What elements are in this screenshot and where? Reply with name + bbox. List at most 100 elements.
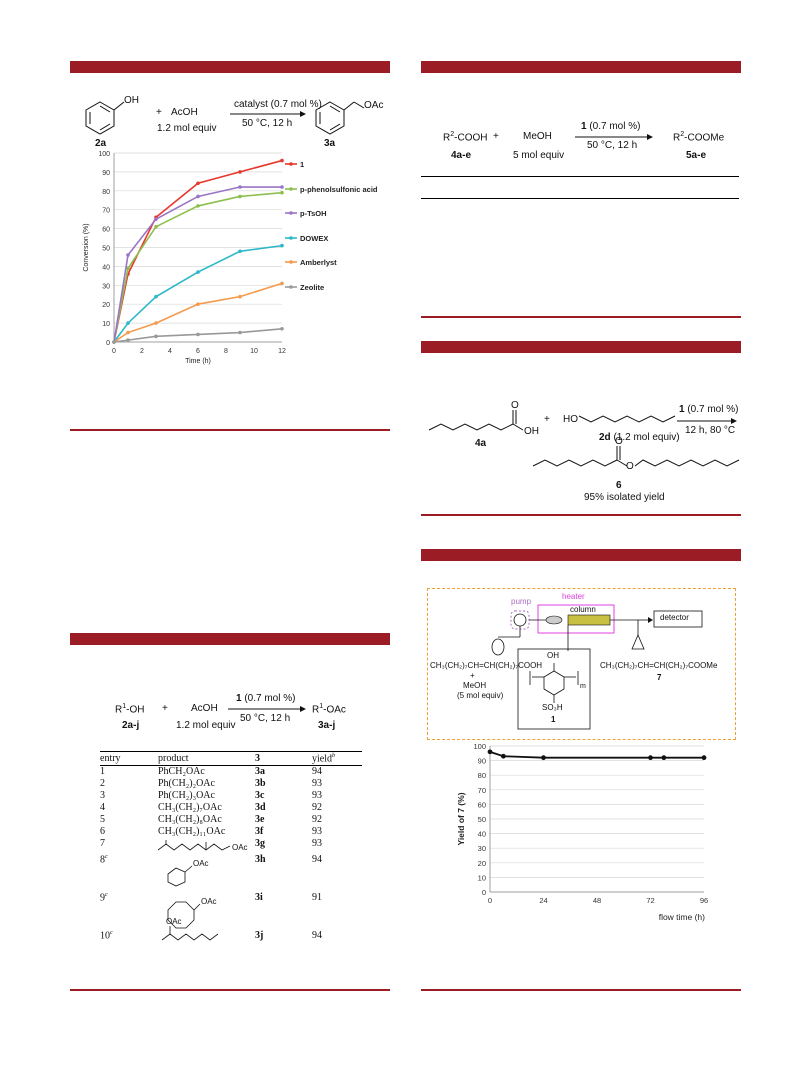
yield-cell: 93 (312, 838, 322, 850)
entry-cell: 9c (100, 892, 108, 904)
flow-yield-chart-svg: 0 10 20 30 40 50 60 70 80 90 100 0 24 48 72 96 flow time… (456, 742, 708, 922)
y-axis-title: Yield of 7 (%) (456, 792, 466, 845)
product-cell: Ph(CH₂)₃OAc (158, 790, 215, 802)
compound-cell: 3e (255, 814, 265, 826)
entry-cell: 1 (100, 766, 105, 778)
series-line (113, 327, 283, 343)
isolated-yield: 95% isolated yield (584, 492, 665, 503)
data-point (154, 294, 158, 299)
data-point (154, 224, 158, 229)
reaction-arrow-4 (677, 418, 737, 424)
oh-label: OH (124, 95, 139, 106)
x-tick-label: 72 (646, 896, 654, 905)
reaction-arrow-2 (228, 706, 306, 712)
legend-label: Amberlyst (300, 258, 337, 267)
equiv-label-3: 5 mol equiv (513, 150, 565, 161)
x-tick-label: 24 (539, 896, 547, 905)
reaction-scheme-1: OH + AcOH 1.2 mol equiv catalyst (0.7 mo… (70, 80, 390, 150)
entry-cell: 8c (100, 854, 108, 866)
table-rule-bottom (421, 198, 739, 199)
compound-cell: 3j (255, 930, 264, 942)
alcohol-label: 2d (1.2 mol equiv) (599, 432, 680, 443)
y-tick-label: 50 (478, 815, 486, 824)
data-point (238, 294, 242, 299)
benzyl-alcohol-structure (85, 101, 365, 135)
yield-cell: 94 (312, 930, 322, 942)
x-tick-label: 48 (593, 896, 601, 905)
section-rule-1 (70, 429, 390, 431)
header-compound: 3 (255, 750, 312, 767)
legend-label: p-TsOH (300, 209, 327, 218)
compound-cell: 3i (255, 892, 263, 904)
y-tick-label: 50 (102, 246, 110, 253)
table-row: 4 CH₃(CH₂)₇OAc 3d 92 (100, 802, 362, 814)
compound-cell: 3g (255, 838, 265, 850)
compound-2a-label: 2a (95, 138, 107, 149)
yield-cell: 93 (312, 790, 322, 802)
plus-sign-3: + (493, 131, 499, 142)
entry-cell: 7 (100, 838, 105, 850)
data-point (126, 253, 130, 257)
conversion-chart-svg: 0 10 20 30 40 50 60 70 80 90 100 0 2 4 6 8 10 12 Time (h) C… (83, 151, 378, 365)
pump-label: pump (511, 597, 532, 606)
conditions-4: 12 h, 80 °C (685, 425, 736, 436)
legend-marker (289, 162, 293, 166)
feed-plus: + (470, 671, 475, 680)
r1oh-label: R1-OH (115, 703, 145, 716)
table-row: 7 3g 93 (100, 838, 362, 854)
table-row: 2 Ph(CH₂)₂OAc 3b 93 (100, 778, 362, 790)
conditions-3: 50 °C, 12 h (587, 140, 638, 151)
ester-label: R2-COOMe (673, 131, 725, 144)
data-point (126, 266, 130, 271)
catalyst-m-label: m (580, 683, 586, 690)
equiv-label: 1.2 mol equiv (157, 123, 217, 134)
series-line (113, 186, 282, 343)
y-tick-label: 30 (478, 844, 486, 853)
results-table: entry product 3 yieldb 1 PhCH₂OAc 3a 94 2 Ph(… (100, 750, 362, 956)
compound-cell: 3f (255, 826, 264, 838)
catalyst-label-2: 1 (0.7 mol %) (236, 693, 296, 704)
flow-yield-chart: 0 10 20 30 40 50 60 70 80 90 100 0 24 48 72 96 flow time… (450, 738, 740, 938)
legend-marker (289, 211, 293, 215)
compound-cell: 3h (255, 854, 266, 866)
section-bar-3 (421, 61, 741, 73)
y-tick-label: 0 (482, 888, 486, 897)
entry-cell: 4 (100, 802, 105, 814)
section-bar-1 (70, 61, 390, 73)
y-tick-label: 30 (102, 283, 110, 290)
table-row: 9c 3i 91 (100, 892, 362, 930)
data-point (238, 194, 242, 199)
compound-3aj-label: 3a-j (318, 720, 336, 731)
yield-cell: 92 (312, 814, 322, 826)
compound-4ae-label: 4a-e (451, 150, 472, 161)
ester-oxygen-label: O (626, 461, 634, 472)
oac-3g: OAc (232, 843, 248, 852)
x-tick-label: 0 (112, 348, 116, 355)
data-point (154, 217, 158, 221)
data-point (280, 185, 284, 189)
section-rule-5 (421, 989, 741, 991)
legend-marker (289, 236, 293, 240)
column-label: column (570, 605, 596, 614)
data-point (280, 158, 284, 163)
table-structures (158, 840, 231, 941)
reaction-arrow-3 (575, 134, 653, 140)
table-row: 5 CH₃(CH₂)₈OAc 3e 92 (100, 814, 362, 826)
section-bar-2 (70, 633, 390, 645)
x-axis-title: Time (h) (185, 358, 211, 365)
yield-cell: 92 (312, 802, 322, 814)
y-tick-label: 90 (102, 170, 110, 177)
yield-cell: 93 (312, 826, 322, 838)
y-tick-label: 40 (478, 830, 486, 839)
table-row: 8c 3h 94 (100, 854, 362, 892)
data-point (196, 194, 200, 199)
x-tick-label: 0 (488, 896, 492, 905)
section-bar-4 (421, 341, 741, 353)
y-tick-label: 90 (478, 757, 486, 766)
legend-label: p-phenolsulfonic acid (300, 185, 378, 194)
product-cell: CH₃(CH₂)₇OAc (158, 802, 222, 814)
x-tick-label: 12 (278, 348, 286, 355)
product-cell: PhCH₂OAc (158, 766, 205, 778)
compound-6-label: 6 (616, 480, 622, 491)
feed-methanol: MeOH (463, 681, 487, 690)
